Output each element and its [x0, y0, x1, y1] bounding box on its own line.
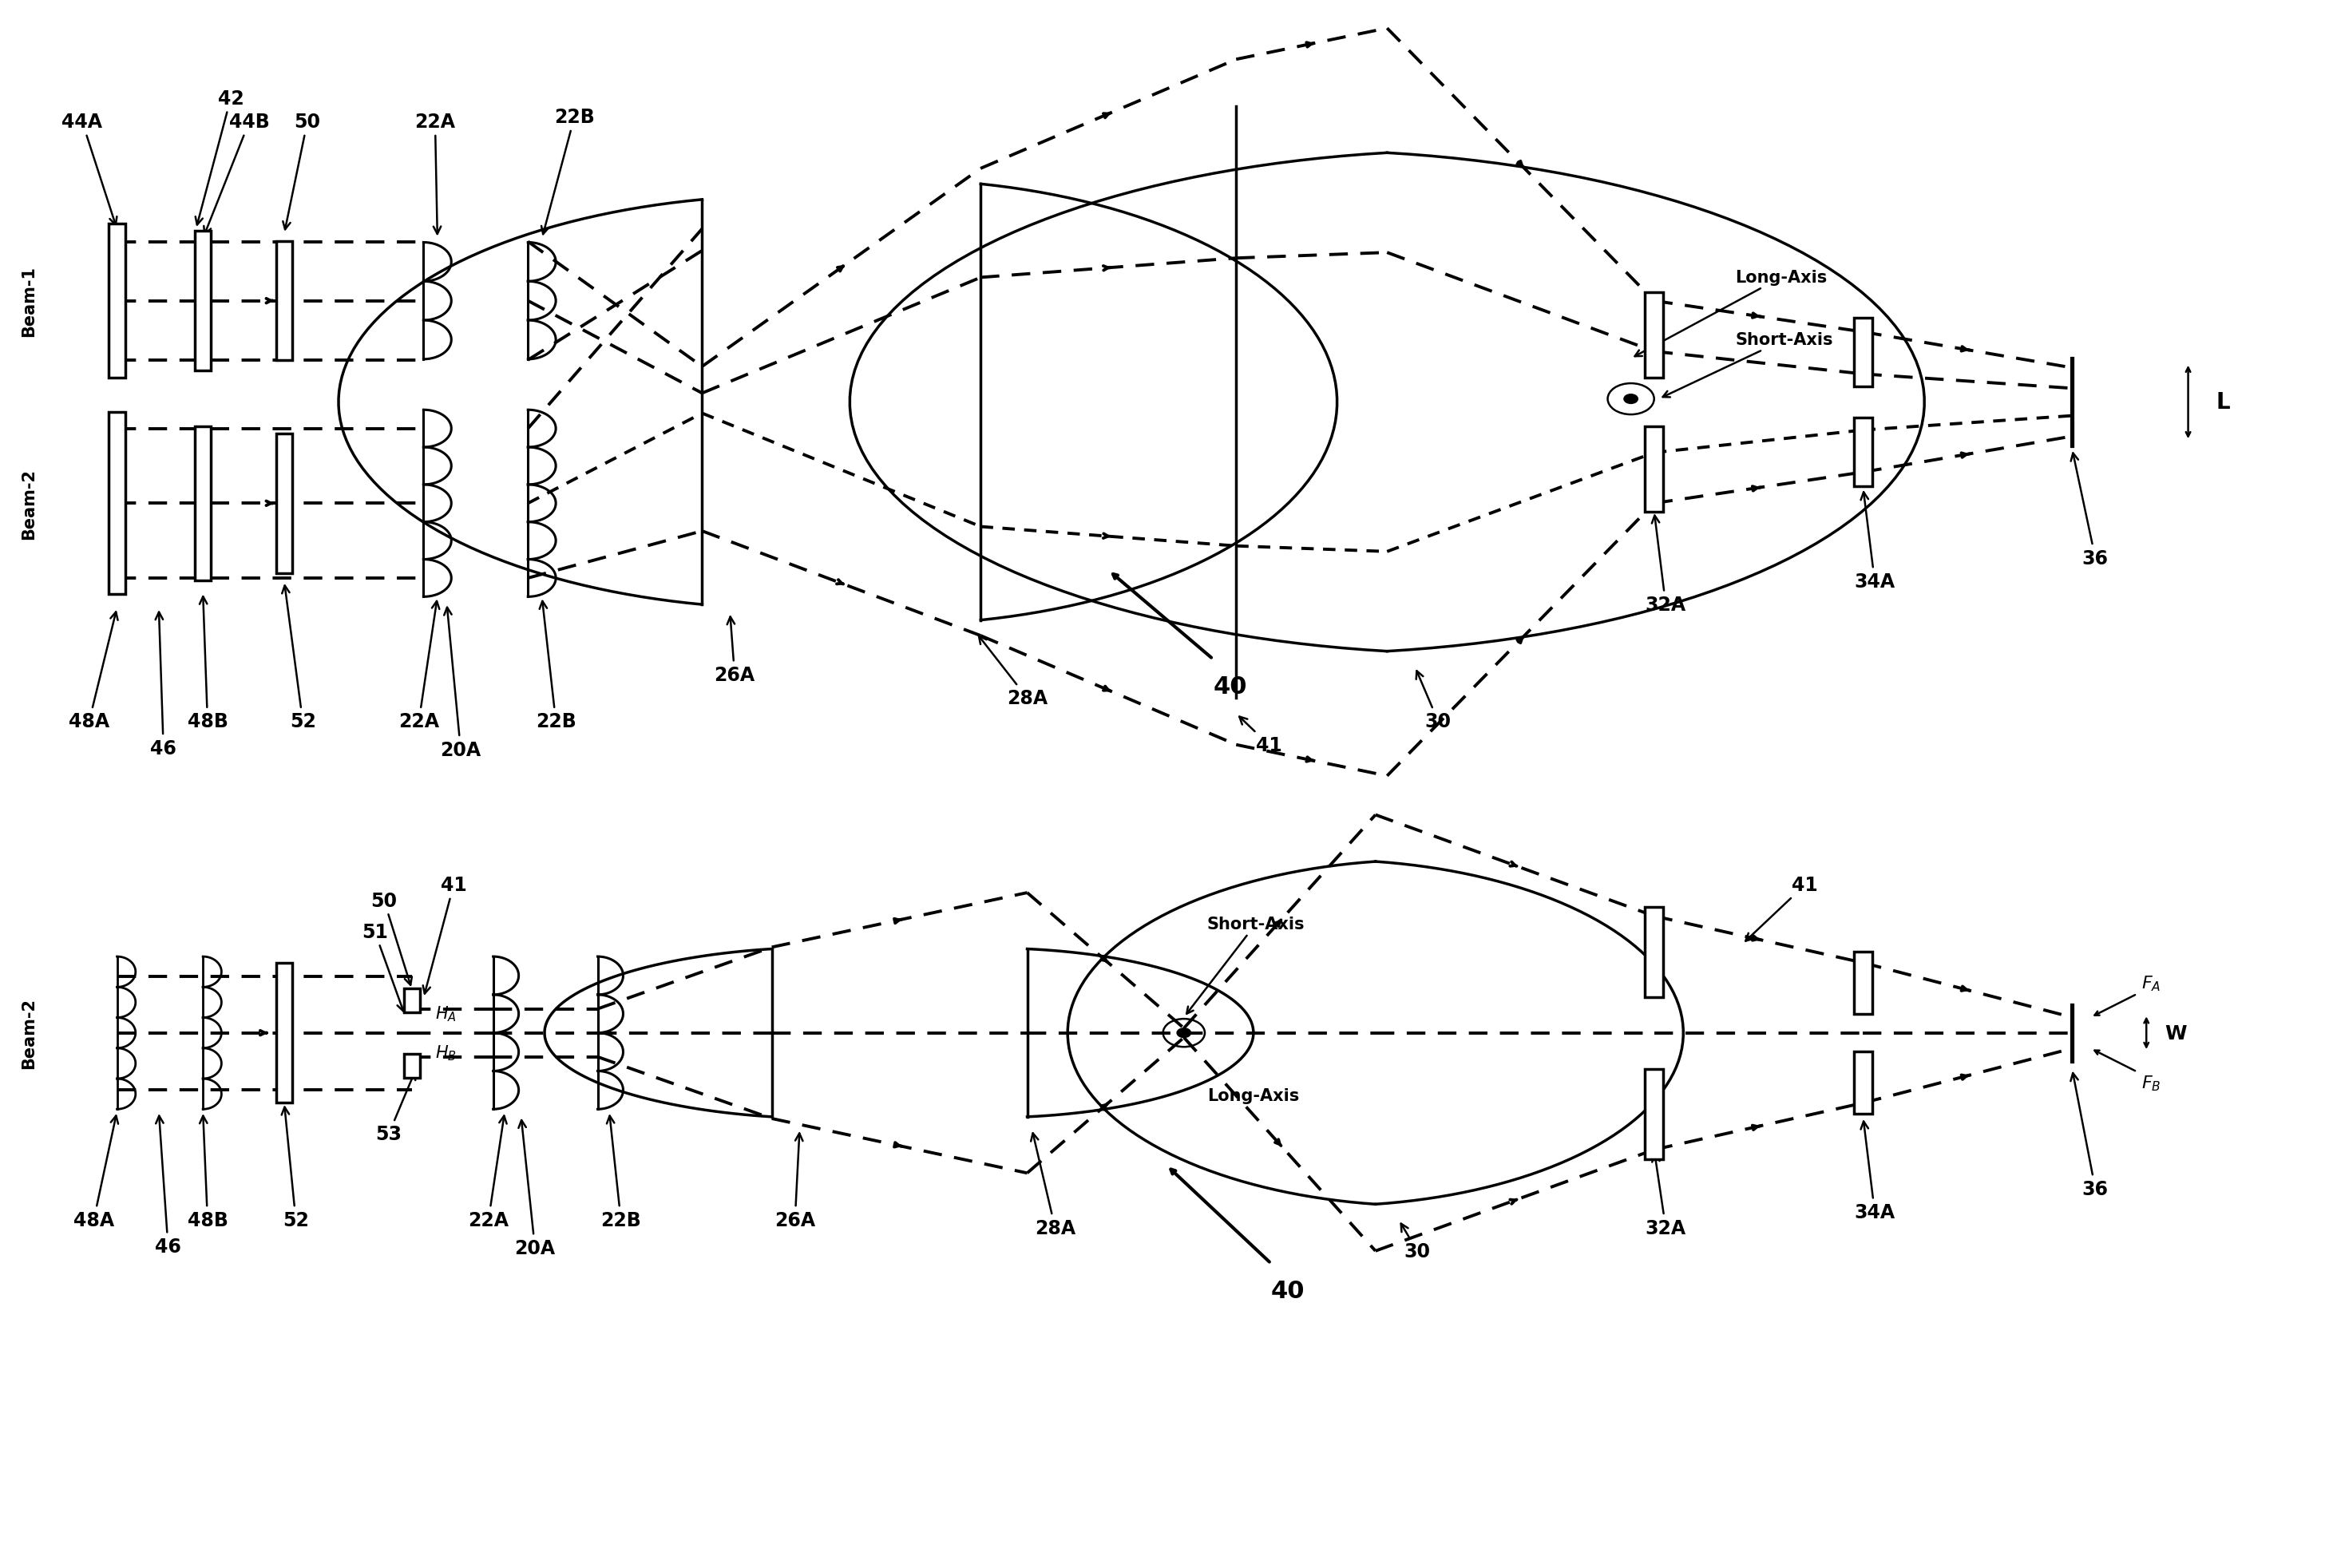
Text: $F_B$: $F_B$	[2142, 1074, 2160, 1093]
Text: 36: 36	[2072, 1073, 2109, 1198]
Bar	[404, 988, 420, 1013]
Circle shape	[1624, 395, 1638, 405]
Text: $F_A$: $F_A$	[2142, 974, 2160, 993]
Bar	[194, 232, 210, 372]
Text: Beam-1: Beam-1	[21, 267, 37, 337]
Text: 32A: 32A	[1645, 516, 1687, 615]
Text: $H_B$: $H_B$	[434, 1043, 457, 1062]
Bar	[1855, 318, 1873, 387]
Bar	[1855, 952, 1873, 1014]
Bar	[275, 241, 292, 361]
Text: 28A: 28A	[1031, 1134, 1076, 1237]
Text: 52: 52	[282, 1107, 308, 1229]
Text: L: L	[2216, 392, 2230, 414]
Bar	[404, 1054, 420, 1077]
Text: 48A: 48A	[68, 613, 117, 731]
Text: Beam-2: Beam-2	[21, 469, 37, 539]
Text: 22B: 22B	[600, 1116, 642, 1229]
Text: 46: 46	[149, 613, 177, 757]
Text: 22A: 22A	[415, 113, 455, 235]
Text: 22B: 22B	[537, 602, 576, 731]
Text: 50: 50	[282, 113, 320, 230]
Text: 22A: 22A	[469, 1116, 509, 1229]
Circle shape	[1176, 1029, 1190, 1038]
Text: 40: 40	[1271, 1279, 1304, 1303]
Text: 51: 51	[362, 922, 404, 1011]
Bar	[1855, 1052, 1873, 1115]
Text: 22A: 22A	[399, 602, 439, 731]
Bar	[194, 426, 210, 580]
Bar	[1645, 426, 1663, 513]
Text: 48B: 48B	[187, 597, 229, 731]
Text: 46: 46	[154, 1116, 182, 1256]
Text: Beam-2: Beam-2	[21, 997, 37, 1069]
Text: Short-Axis: Short-Axis	[1663, 332, 1834, 398]
Text: 26A: 26A	[714, 618, 756, 685]
Text: 48B: 48B	[187, 1116, 229, 1229]
Bar	[1645, 906, 1663, 997]
Text: 44A: 44A	[61, 113, 117, 226]
Text: Long-Axis: Long-Axis	[1206, 1087, 1299, 1104]
Text: 22B: 22B	[541, 108, 595, 235]
Text: 32A: 32A	[1645, 1154, 1687, 1237]
Text: 48A: 48A	[72, 1116, 119, 1229]
Bar	[1645, 293, 1663, 378]
Text: 36: 36	[2072, 453, 2109, 568]
Text: Long-Axis: Long-Axis	[1635, 270, 1827, 358]
Text: 41: 41	[422, 875, 467, 994]
Text: $H_A$: $H_A$	[434, 1004, 457, 1022]
Text: 52: 52	[282, 586, 315, 731]
Text: 34A: 34A	[1855, 1121, 1894, 1221]
Text: 20A: 20A	[516, 1121, 555, 1258]
Bar	[1855, 419, 1873, 486]
Bar	[275, 963, 292, 1102]
Text: 30: 30	[1402, 1223, 1430, 1261]
Bar	[1645, 1069, 1663, 1159]
Text: 20A: 20A	[441, 608, 481, 759]
Bar	[110, 412, 126, 594]
Bar	[110, 224, 126, 378]
Text: 34A: 34A	[1855, 492, 1894, 591]
Text: 40: 40	[1213, 674, 1246, 698]
Text: 53: 53	[376, 1073, 415, 1145]
Text: 44B: 44B	[203, 113, 271, 235]
Text: 26A: 26A	[775, 1134, 817, 1229]
Text: 28A: 28A	[980, 637, 1048, 707]
Text: 42: 42	[196, 89, 245, 226]
Text: 50: 50	[371, 891, 413, 985]
Text: 41: 41	[1745, 875, 1817, 941]
Text: W: W	[2165, 1024, 2186, 1043]
Bar	[275, 434, 292, 574]
Text: 30: 30	[1416, 671, 1451, 731]
Text: 41: 41	[1239, 717, 1281, 754]
Text: Short-Axis: Short-Axis	[1187, 916, 1304, 1014]
